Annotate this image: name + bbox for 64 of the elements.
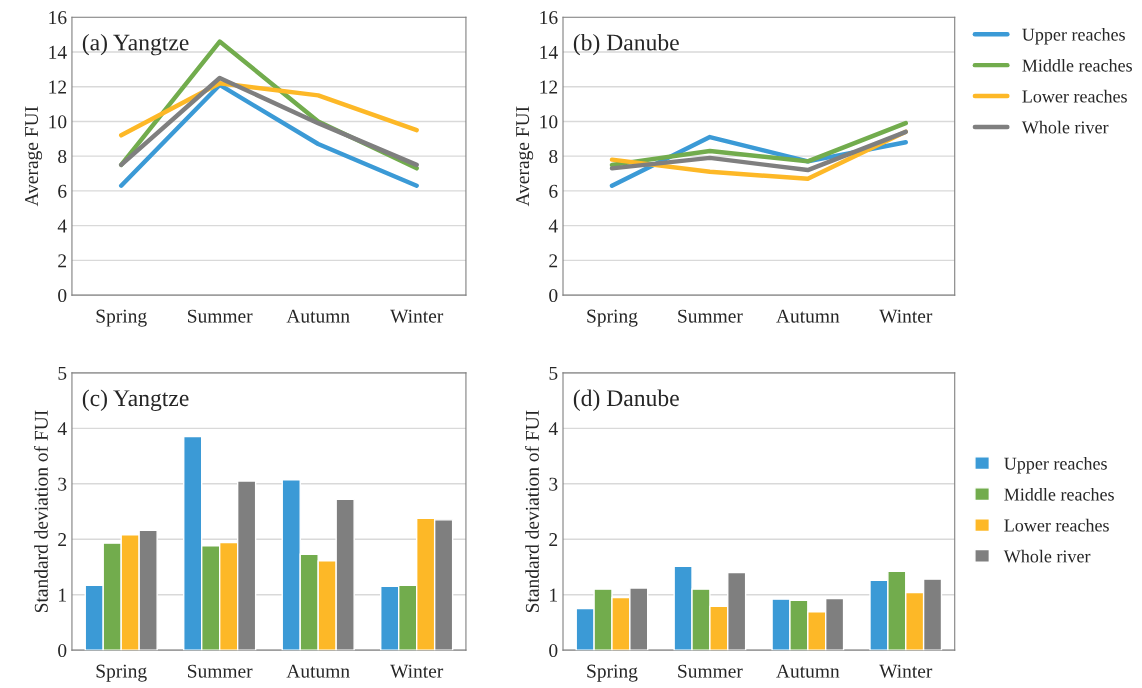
y-tick-label: 14: [540, 45, 558, 59]
legend-label: Middle reaches: [1004, 487, 1114, 501]
y-tick-label: 8: [549, 149, 558, 164]
legend-label: Lower reaches: [1022, 89, 1127, 103]
line-series: [609, 129, 908, 173]
y-tick-label: 6: [58, 184, 67, 198]
y-tick-label: 2: [58, 533, 67, 546]
x-tick-label: Spring: [587, 309, 638, 327]
y-tick-label: 6: [549, 184, 558, 198]
y-axis-title: Standard deviation of FUI: [525, 410, 539, 613]
x-tick-label: Winter: [879, 309, 933, 323]
y-tick-label: 2: [549, 533, 558, 546]
y-axis-title: Standard deviation of FUI: [33, 410, 48, 613]
y-axis-title: Average FUI: [25, 106, 43, 207]
x-tick-label: Summer: [678, 309, 743, 323]
x-tick-label: Winter: [879, 664, 933, 678]
y-tick-label: 5: [58, 366, 67, 380]
y-tick-label: 4: [548, 219, 558, 233]
y-tick-label: 12: [49, 80, 67, 94]
x-tick-label: Spring: [587, 664, 638, 682]
y-tick-label: 3: [58, 477, 67, 491]
y-tick-label: 16: [49, 11, 67, 25]
y-tick-label: 0: [58, 643, 67, 658]
y-tick-label: 0: [58, 288, 67, 303]
x-tick-label: Summer: [678, 664, 743, 678]
line-series: [609, 120, 908, 168]
text: (a) Yangtze: [82, 33, 189, 56]
y-tick-label: 5: [549, 366, 558, 380]
legend-label: Whole river: [1021, 120, 1109, 134]
x-tick-label: Summer: [188, 309, 253, 323]
x-tick-label: Summer: [188, 664, 253, 678]
y-tick-label: 8: [58, 149, 67, 164]
legend-label: Upper reaches: [1022, 28, 1125, 45]
y-tick-label: 14: [49, 45, 67, 59]
y-tick-label: 2: [549, 254, 558, 268]
x-tick-label: Autumn: [286, 664, 350, 678]
y-tick-label: 4: [548, 422, 558, 436]
y-axis-title: Average FUI: [516, 106, 534, 207]
text: (d) Danube: [573, 389, 679, 411]
y-tick-label: 1: [59, 588, 66, 602]
legend-label: Lower reaches: [1004, 518, 1109, 532]
y-tick-label: 4: [57, 219, 67, 233]
y-tick-label: 3: [549, 477, 558, 491]
y-tick-label: 10: [49, 115, 67, 129]
x-tick-label: Spring: [96, 309, 147, 327]
y-tick-label: 4: [57, 422, 67, 436]
y-tick-label: 2: [58, 254, 67, 268]
y-tick-label: 0: [549, 288, 558, 303]
x-tick-label: Autumn: [776, 309, 840, 323]
y-tick-label: 1: [550, 588, 557, 602]
y-tick-label: 10: [540, 115, 558, 129]
x-tick-label: Autumn: [776, 664, 840, 678]
legend-label: Whole river: [1003, 549, 1091, 563]
y-tick-label: 12: [540, 80, 558, 94]
text: (c) Yangtze: [82, 389, 189, 412]
y-tick-label: 0: [549, 643, 558, 658]
x-tick-label: Winter: [390, 309, 444, 323]
x-tick-label: Autumn: [286, 309, 350, 323]
x-tick-label: Spring: [96, 664, 147, 682]
y-tick-label: 16: [540, 11, 558, 25]
text: (b) Danube: [573, 33, 679, 56]
legend-label: Middle reaches: [1022, 58, 1132, 72]
x-tick-label: Winter: [390, 664, 444, 678]
legend-label: Upper reaches: [1004, 457, 1107, 474]
